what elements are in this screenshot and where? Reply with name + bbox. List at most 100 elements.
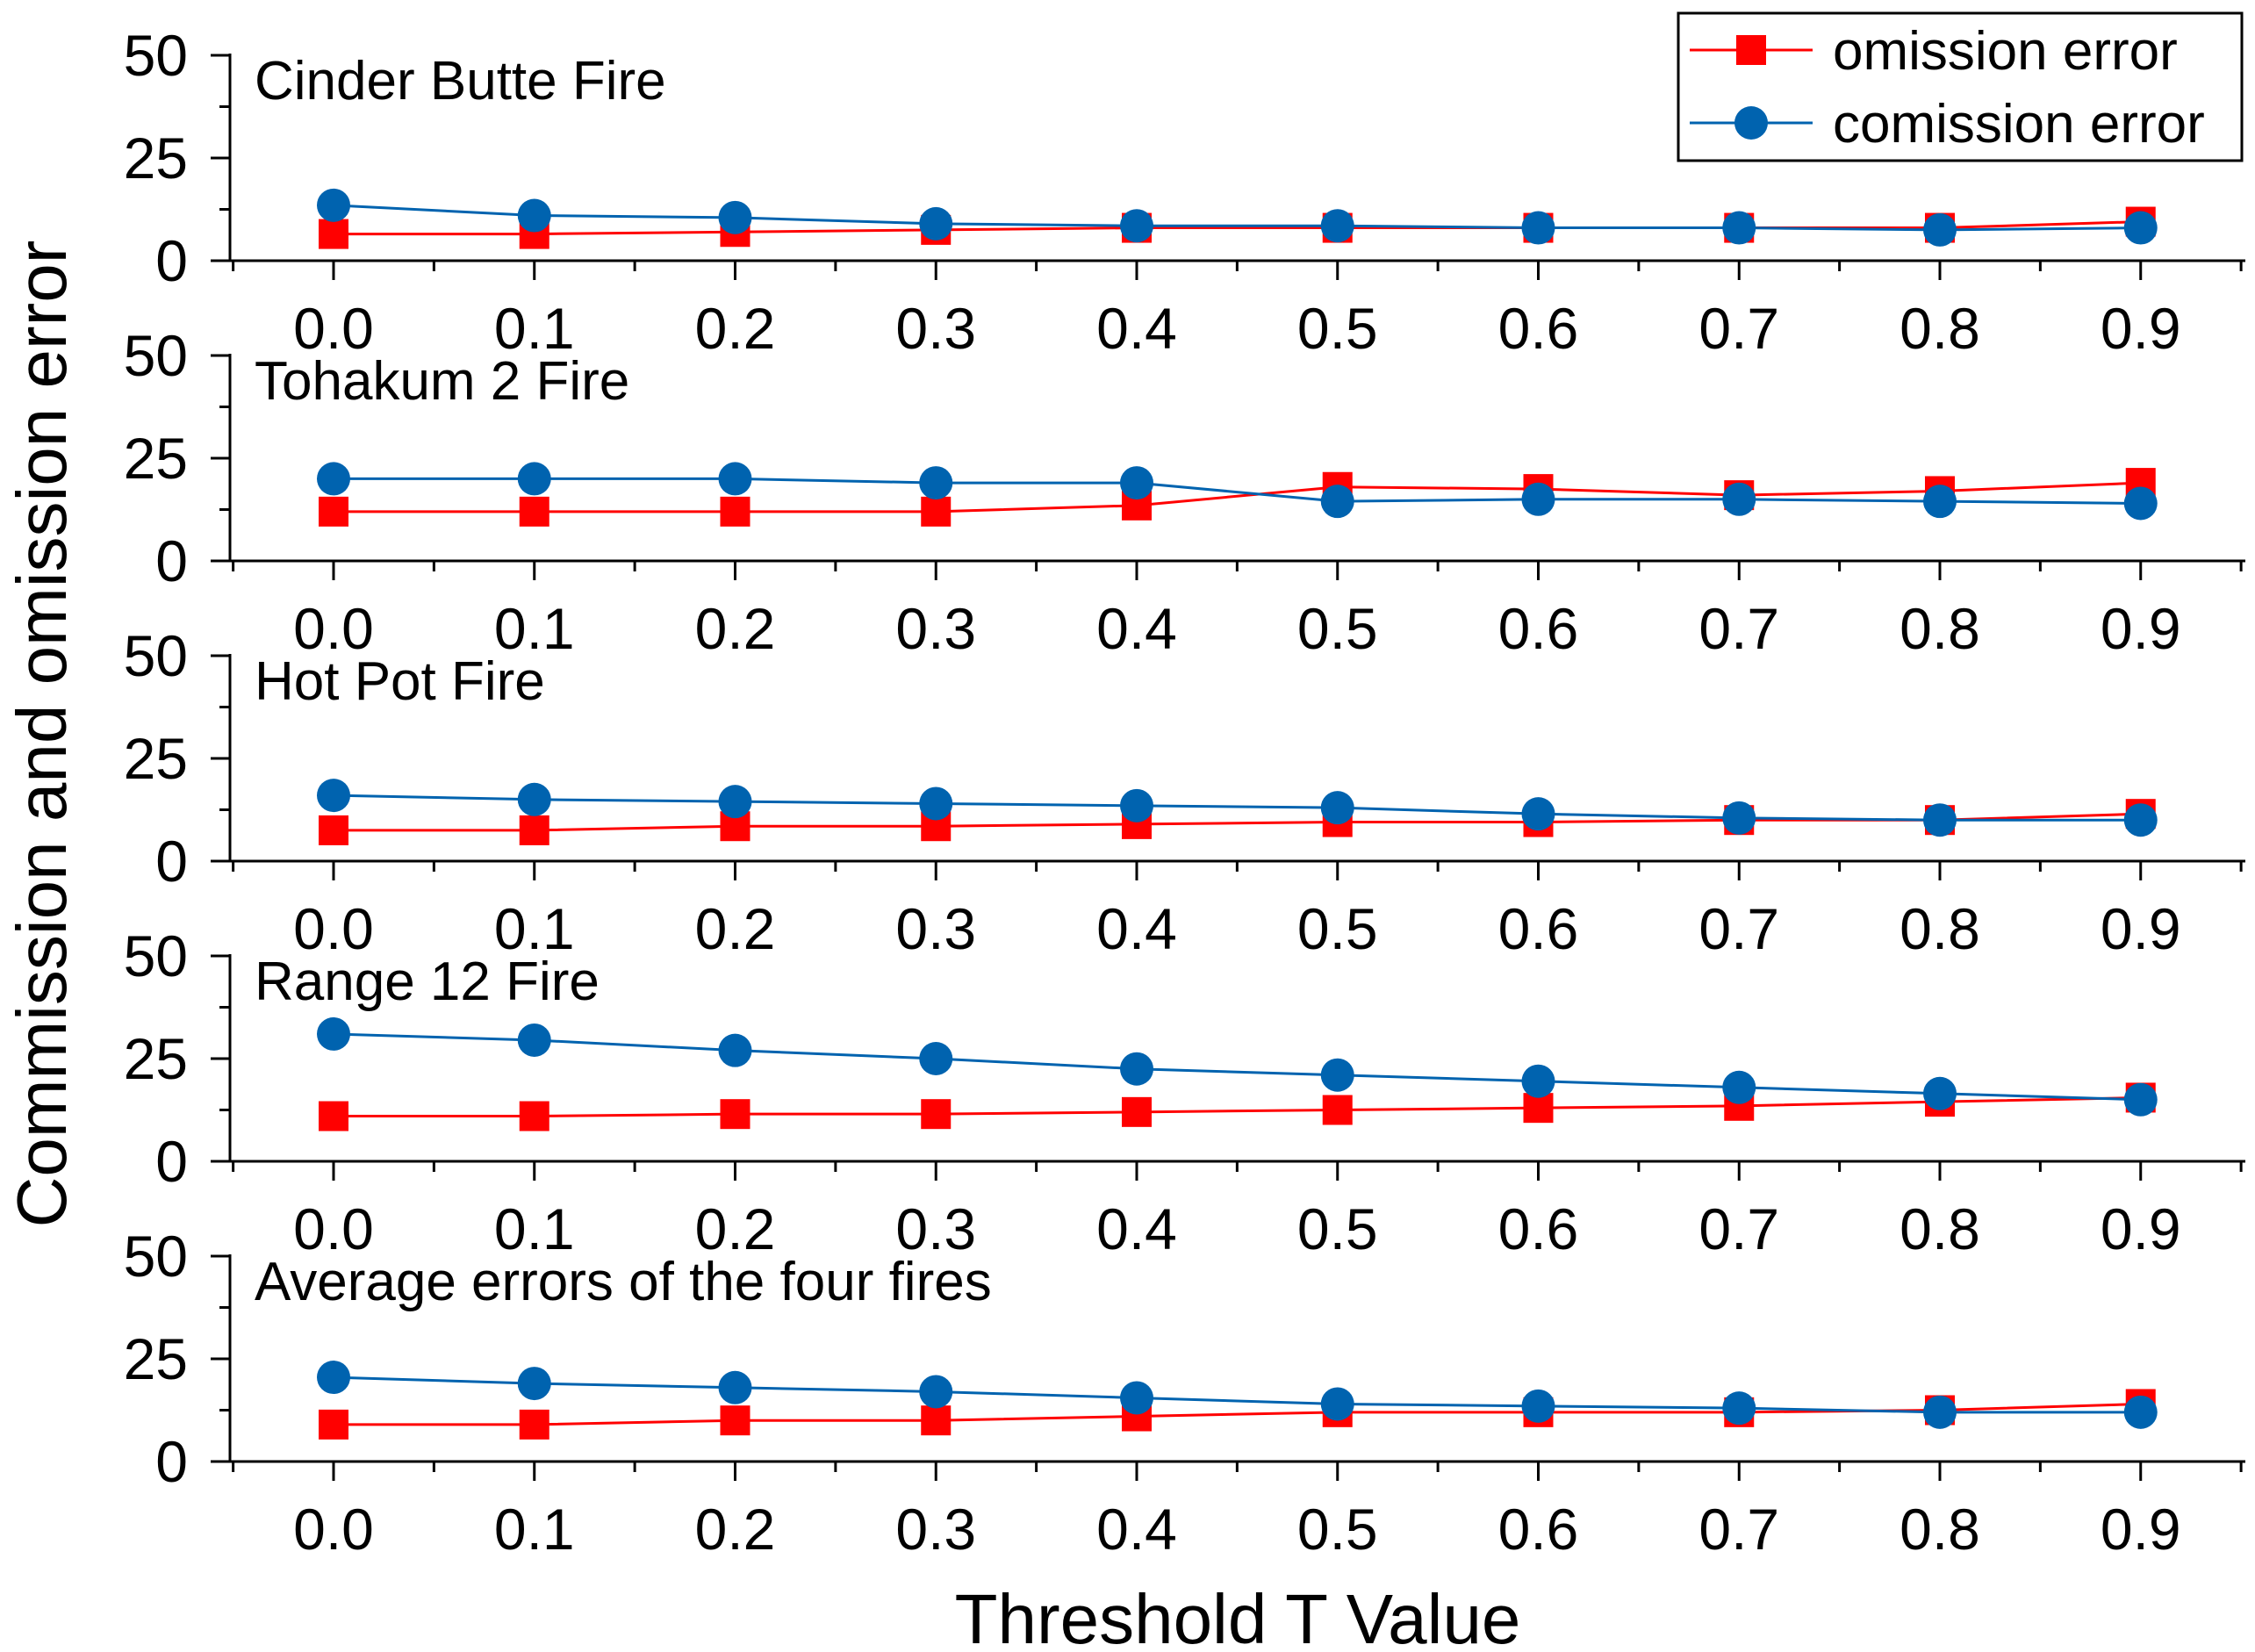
- comission-error-point: [1320, 791, 1354, 825]
- x-tick-label: 0.5: [1297, 296, 1378, 361]
- x-tick-label: 0.5: [1297, 1497, 1378, 1562]
- panel-title: Tohakum 2 Fire: [255, 351, 629, 412]
- x-tick-label: 0.9: [2101, 296, 2181, 361]
- panel-4: 0 25 50 0.0 0.1 0.2 0.3 0.4 0.5 0.6 0.7 0.8 0.9 Range…: [124, 923, 2245, 1261]
- legend-box: [1677, 11, 2244, 162]
- comission-error-point: [1521, 211, 1555, 245]
- comission-error-point: [1320, 1058, 1354, 1092]
- comission-error-point: [718, 200, 752, 234]
- comission-error-point: [2123, 486, 2158, 521]
- panel-2: 0 25 50 0.0 0.1 0.2 0.3 0.4 0.5 0.6 0.7 0.8 0.9 Tohak…: [124, 323, 2245, 661]
- x-tick-label: 0.3: [895, 896, 976, 961]
- comission-error-point: [1320, 485, 1354, 519]
- y-tick-label: 0: [155, 528, 188, 593]
- omission-error-point: [319, 496, 348, 527]
- comission-error-point: [317, 1016, 350, 1051]
- y-tick-label: 25: [124, 1326, 188, 1391]
- x-tick-label: 0.2: [695, 596, 776, 661]
- omission-error-point: [1122, 1096, 1152, 1127]
- panel-5: 0 25 50 0.0 0.1 0.2 0.3 0.4 0.5 0.6 0.7 0.8 0.9 Avera…: [124, 1224, 2245, 1562]
- x-tick-label: 0.3: [895, 1497, 976, 1562]
- x-tick-label: 0.3: [895, 296, 976, 361]
- omission-error-line: [334, 1402, 2141, 1426]
- comission-error-point: [517, 462, 551, 496]
- y-tick-label: 25: [124, 126, 188, 190]
- omission-error-point: [720, 496, 750, 527]
- comission-error-point: [1120, 466, 1153, 500]
- comission-error-point: [1120, 788, 1153, 822]
- y-tick-label: 0: [155, 1129, 188, 1194]
- comission-error-point: [517, 198, 551, 233]
- comission-error-point: [919, 1375, 953, 1409]
- comission-error-point: [919, 786, 953, 821]
- comission-error-point: [1923, 803, 1957, 837]
- x-tick-label: 0.6: [1498, 596, 1579, 661]
- x-tick-label: 0.1: [494, 296, 575, 361]
- x-tick-label: 0.8: [1900, 1497, 1980, 1562]
- comission-error-point: [517, 1023, 551, 1057]
- x-tick-label: 0.8: [1900, 296, 1980, 361]
- comission-error-point: [1521, 1389, 1555, 1423]
- x-tick-label: 0.0: [293, 596, 374, 661]
- x-tick-label: 0.5: [1297, 896, 1378, 961]
- x-tick-label: 0.4: [1096, 596, 1177, 661]
- omission-error-point: [319, 1101, 348, 1131]
- x-tick-label: 0.8: [1900, 1196, 1980, 1261]
- panel-title: Cinder Butte Fire: [255, 51, 666, 111]
- y-tick-label: 0: [155, 228, 188, 293]
- comission-error-line: [333, 794, 2141, 822]
- omission-error-line: [334, 220, 2141, 236]
- comission-error-point: [919, 206, 953, 241]
- x-tick-label: 0.9: [2101, 1196, 2181, 1261]
- y-tick-label: 50: [124, 1224, 188, 1289]
- x-tick-label: 0.3: [895, 596, 976, 661]
- omission-error-point: [921, 1405, 952, 1436]
- x-tick-label: 0.9: [2101, 596, 2181, 661]
- omission-error-line: [334, 481, 2141, 514]
- omission-error-point: [720, 1405, 750, 1436]
- y-axis-title: Commission and omission error: [3, 241, 81, 1228]
- comission-error-line: [333, 204, 2141, 232]
- x-tick-label: 0.4: [1096, 1196, 1177, 1261]
- omission-error-point: [720, 1099, 750, 1130]
- omission-error-point: [519, 496, 549, 527]
- x-tick-label: 0.6: [1498, 896, 1579, 961]
- comission-error-point: [718, 462, 752, 496]
- x-tick-label: 0.5: [1297, 1196, 1378, 1261]
- panel-title: Range 12 Fire: [255, 952, 600, 1012]
- panel-1: 0 25 50 0.0 0.1 0.2 0.3 0.4 0.5 0.6 0.7 0.8 0.9 Cinde…: [124, 23, 2245, 361]
- x-tick-label: 0.4: [1096, 296, 1177, 361]
- x-tick-label: 0.6: [1498, 1196, 1579, 1261]
- x-tick-label: 0.4: [1096, 1497, 1177, 1562]
- comission-error-point: [1923, 212, 1957, 247]
- x-tick-label: 0.7: [1698, 296, 1779, 361]
- x-tick-label: 0.1: [494, 896, 575, 961]
- comission-error-point: [317, 188, 350, 222]
- x-tick-label: 0.0: [293, 296, 374, 361]
- x-tick-label: 0.1: [494, 1196, 575, 1261]
- panel-title: Hot Pot Fire: [255, 651, 545, 712]
- comission-error-point: [1722, 1391, 1756, 1426]
- omission-error-line: [334, 1095, 2141, 1118]
- omission-error-point: [519, 815, 549, 845]
- comission-error-point: [1320, 1387, 1354, 1421]
- comission-error-point: [1722, 801, 1756, 835]
- comission-error-point: [1320, 209, 1354, 243]
- legend-omission-marker: [1736, 35, 1766, 65]
- comission-error-point: [2123, 803, 2158, 837]
- comission-error-point: [317, 462, 350, 496]
- y-tick-label: 25: [124, 726, 188, 791]
- comission-error-point: [1521, 482, 1555, 516]
- comission-error-line: [333, 1375, 2141, 1414]
- x-tick-label: 0.0: [293, 1196, 374, 1261]
- comission-error-point: [919, 466, 953, 500]
- x-tick-label: 0.5: [1297, 596, 1378, 661]
- comission-error-point: [1120, 1052, 1153, 1086]
- comission-error-point: [1923, 1395, 1957, 1429]
- comission-error-point: [1722, 1070, 1756, 1104]
- omission-error-point: [319, 219, 348, 249]
- x-tick-label: 0.7: [1698, 896, 1779, 961]
- x-tick-label: 0.2: [695, 296, 776, 361]
- comission-error-point: [517, 1367, 551, 1401]
- omission-error-point: [921, 1099, 952, 1130]
